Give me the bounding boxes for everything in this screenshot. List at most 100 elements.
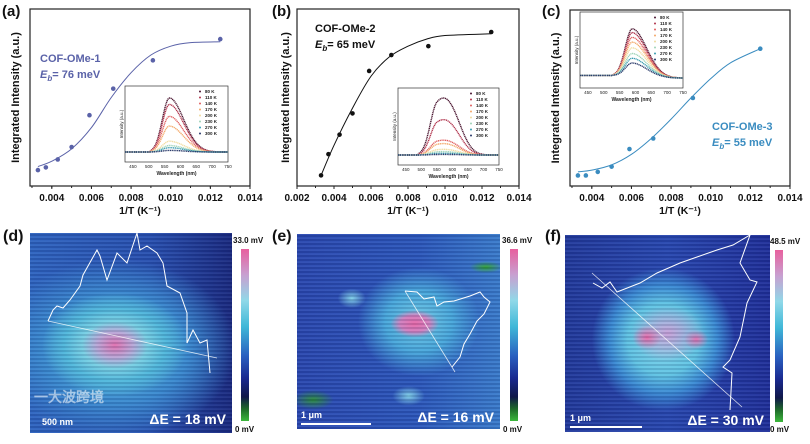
- delta-e-label: ΔE = 18 mV: [149, 411, 226, 427]
- inset-frame: [124, 85, 229, 163]
- legend-marker: [470, 134, 472, 137]
- inset-x-tick-label: 650: [193, 164, 201, 169]
- binding-energy-label: Eb= 65 meV: [315, 39, 376, 53]
- compound-name: COF-OMe-1: [40, 53, 101, 65]
- data-point: [488, 29, 494, 35]
- legend-label: 270 K: [660, 51, 673, 56]
- panel-label-f: (f): [545, 228, 561, 245]
- binding-energy-label: Eb= 76 meV: [40, 69, 101, 83]
- x-axis-label: 1/T (K⁻¹): [659, 205, 701, 217]
- data-point: [43, 165, 49, 170]
- legend-marker: [654, 46, 656, 49]
- data-point: [690, 95, 696, 101]
- legend-label: 80 K: [476, 91, 486, 96]
- eb-subscript: b: [47, 74, 52, 83]
- legend-marker: [199, 108, 201, 111]
- chart-panel-c: (c) 0.004 0.006 0.008 0.010 0.012 0.014 1/T (K⁻…: [540, 0, 810, 220]
- inset-x-tick-label: 500: [600, 90, 608, 95]
- legend-marker: [199, 120, 201, 123]
- y-axis-label: Integrated Intensity (a.u.): [10, 32, 22, 163]
- x-tick-label: 0.012: [198, 193, 223, 204]
- x-tick-label: 0.002: [284, 193, 309, 204]
- x-tick-label: 0.010: [698, 193, 723, 204]
- data-point: [110, 86, 116, 91]
- inset-x-axis-label: Wavelength (nm): [428, 174, 468, 180]
- legend-marker: [654, 22, 656, 25]
- scale-bar-label: 500 nm: [42, 417, 74, 427]
- legend-marker: [470, 116, 472, 119]
- panel-label: (a): [2, 3, 20, 20]
- line-profile-e: [404, 290, 491, 373]
- x-tick-label: 0.010: [432, 193, 457, 204]
- legend-marker: [199, 114, 201, 117]
- legend-label: 230 K: [476, 121, 489, 126]
- chart-c: (c) 0.004 0.006 0.008 0.010 0.012 0.014 1/T (K⁻…: [542, 3, 803, 217]
- chart-a: (a) 0.004 0.006 0.008 0.010 0.012 0.014 1/T (K⁻…: [2, 3, 263, 217]
- scan-lines: [565, 235, 770, 432]
- data-point: [35, 167, 41, 173]
- legend-label: 110 K: [476, 97, 489, 102]
- x-tick-label: 0.010: [158, 193, 183, 204]
- compound-name: COF-OMe-2: [315, 23, 376, 35]
- x-tick-label: 0.008: [659, 193, 684, 204]
- data-point: [583, 173, 589, 178]
- eb-symbol: E: [315, 39, 323, 51]
- binding-energy-label: Eb= 55 meV: [712, 137, 773, 151]
- legend-label: 170 K: [476, 109, 489, 114]
- legend-marker: [199, 96, 201, 99]
- legend-label: 110 K: [205, 95, 218, 100]
- legend-marker: [654, 58, 656, 61]
- legend-label: 230 K: [205, 119, 218, 124]
- colorbar-max-f: 48.5 mV: [770, 237, 801, 246]
- inset-x-tick-label: 700: [208, 164, 216, 169]
- delta-e-label: ΔE = 16 mV: [417, 409, 494, 425]
- inset-y-axis-label: Intensity (a.u.): [574, 35, 579, 64]
- inset-x-tick-label: 700: [663, 90, 671, 95]
- plot-frame: [29, 8, 251, 187]
- legend-label: 170 K: [660, 33, 673, 38]
- inset-x-tick-label: 450: [584, 90, 592, 95]
- x-tick-label: 0.014: [506, 193, 531, 204]
- legend-label: 300 K: [476, 133, 489, 138]
- compound-name: COF-OMe-3: [712, 121, 773, 133]
- data-point: [350, 111, 355, 116]
- inset-y-axis-label: Intensity (a.u.): [119, 109, 124, 138]
- legend-marker: [654, 52, 656, 55]
- legend-label: 140 K: [660, 27, 673, 32]
- legend-marker: [654, 16, 656, 19]
- x-tick-label: 0.006: [619, 193, 644, 204]
- legend-marker: [470, 104, 472, 107]
- legend-label: 140 K: [205, 101, 218, 106]
- colorbar-min-f: 0 mV: [770, 425, 790, 434]
- legend-marker: [470, 122, 472, 125]
- eb-value: = 55 meV: [724, 137, 773, 149]
- x-axis-label: 1/T (K⁻¹): [387, 205, 429, 217]
- legend-marker: [199, 90, 201, 93]
- kpfm-map-e: 1 μm ΔE = 16 mV: [297, 234, 500, 429]
- eb-symbol: E: [712, 137, 720, 149]
- kpfm-map-f: 1 μm ΔE = 30 mV: [565, 235, 770, 432]
- inset-x-tick-label: 600: [449, 167, 457, 172]
- data-point: [389, 52, 394, 58]
- chart-panel-a: (a) 0.004 0.006 0.008 0.010 0.012 0.014 1/T (K⁻…: [0, 0, 270, 220]
- inset-x-tick-label: 500: [145, 164, 153, 169]
- panel-label: (b): [272, 3, 291, 20]
- x-tick-label: 0.012: [738, 193, 763, 204]
- eb-subscript: b: [719, 142, 724, 151]
- legend-marker: [199, 132, 201, 135]
- inset-x-tick-label: 550: [161, 164, 169, 169]
- legend-label: 270 K: [476, 127, 489, 132]
- legend-marker: [470, 98, 472, 101]
- line-profile-f: [591, 235, 758, 411]
- inset-x-tick-label: 750: [679, 90, 687, 95]
- scan-lines: [297, 234, 500, 429]
- legend-marker: [470, 110, 472, 113]
- x-tick-label: 0.008: [395, 193, 420, 204]
- inset-x-tick-label: 650: [648, 90, 656, 95]
- inset-x-axis-label: Wavelength (nm): [611, 97, 651, 103]
- scale-bar-label: 1 μm: [570, 413, 592, 423]
- legend-label: 200 K: [476, 115, 489, 120]
- legend-label: 140 K: [476, 103, 489, 108]
- x-tick-label: 0.006: [79, 193, 104, 204]
- data-point: [650, 136, 656, 141]
